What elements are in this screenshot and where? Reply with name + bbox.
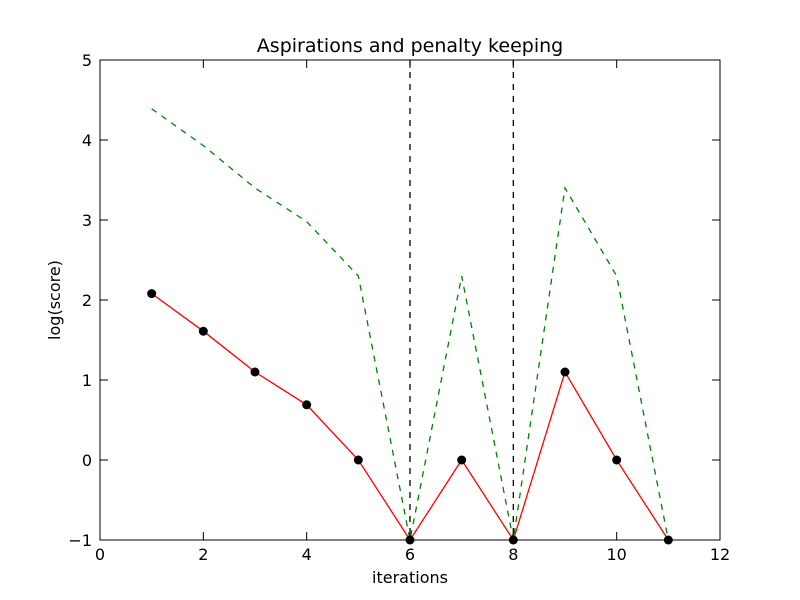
x-tick-label: 2	[198, 545, 208, 564]
y-tick-label: 5	[82, 51, 92, 70]
y-tick-label: 3	[82, 211, 92, 230]
data-point-marker	[612, 455, 622, 465]
y-axis: −1 0 1 2 3 4 5	[68, 51, 720, 550]
x-tick-label: 10	[606, 545, 626, 564]
data-point-marker	[560, 367, 570, 377]
x-tick-label: 4	[302, 545, 312, 564]
y-tick-label: −1	[68, 531, 92, 550]
x-axis-title: iterations	[372, 568, 448, 587]
chart-title: Aspirations and penalty keeping	[257, 35, 563, 57]
y-tick-label: 4	[82, 131, 92, 150]
data-point-marker	[250, 367, 260, 377]
y-tick-label: 1	[82, 371, 92, 390]
y-axis-title: log(score)	[45, 260, 64, 340]
x-tick-label: 0	[95, 545, 105, 564]
x-tick-label: 6	[405, 545, 415, 564]
y-tick-label: 2	[82, 291, 92, 310]
x-tick-label: 12	[710, 545, 730, 564]
plot-area	[147, 60, 673, 545]
x-tick-label: 8	[508, 545, 518, 564]
data-point-marker	[302, 400, 312, 410]
solid-series-line	[151, 293, 669, 542]
data-point-marker	[198, 326, 208, 336]
data-point-marker	[147, 289, 157, 299]
data-point-marker	[457, 455, 467, 465]
y-tick-label: 0	[82, 451, 92, 470]
data-point-marker	[353, 455, 363, 465]
x-axis: 0 2 4 6 8 10 12	[95, 60, 730, 564]
